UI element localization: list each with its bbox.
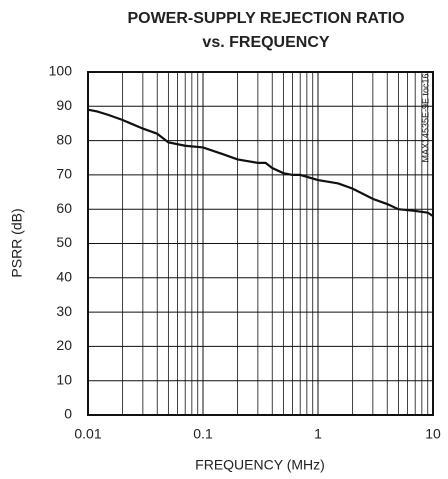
y-tick-label: 30 <box>56 303 72 319</box>
x-tick-label: 1 <box>314 426 322 442</box>
y-tick-label: 10 <box>56 371 72 387</box>
chart-title: vs. FREQUENCY <box>202 34 329 51</box>
y-tick-label: 20 <box>56 337 72 353</box>
y-tick-label: 90 <box>56 97 72 113</box>
y-tick-label: 80 <box>56 131 72 147</box>
y-tick-label: 50 <box>56 234 72 250</box>
x-axis-label: FREQUENCY (MHz) <box>195 457 325 473</box>
y-axis-label: PSRR (dB) <box>9 208 25 277</box>
data-line <box>87 108 434 217</box>
x-tick-label: 0.1 <box>193 426 213 442</box>
y-tick-label: 0 <box>64 406 72 422</box>
y-tick-label: 40 <box>56 269 72 285</box>
y-tick-label: 100 <box>49 63 73 79</box>
y-tick-label: 70 <box>56 166 72 182</box>
plot-frame <box>87 71 434 416</box>
x-tick-label: 10 <box>425 426 441 442</box>
chart-title: POWER-SUPPLY REJECTION RATIO <box>127 10 404 27</box>
chart-note: MAX14535E-9E toc16 <box>420 73 430 162</box>
x-tick-label: 0.01 <box>74 426 101 442</box>
y-tick-label: 60 <box>56 200 72 216</box>
